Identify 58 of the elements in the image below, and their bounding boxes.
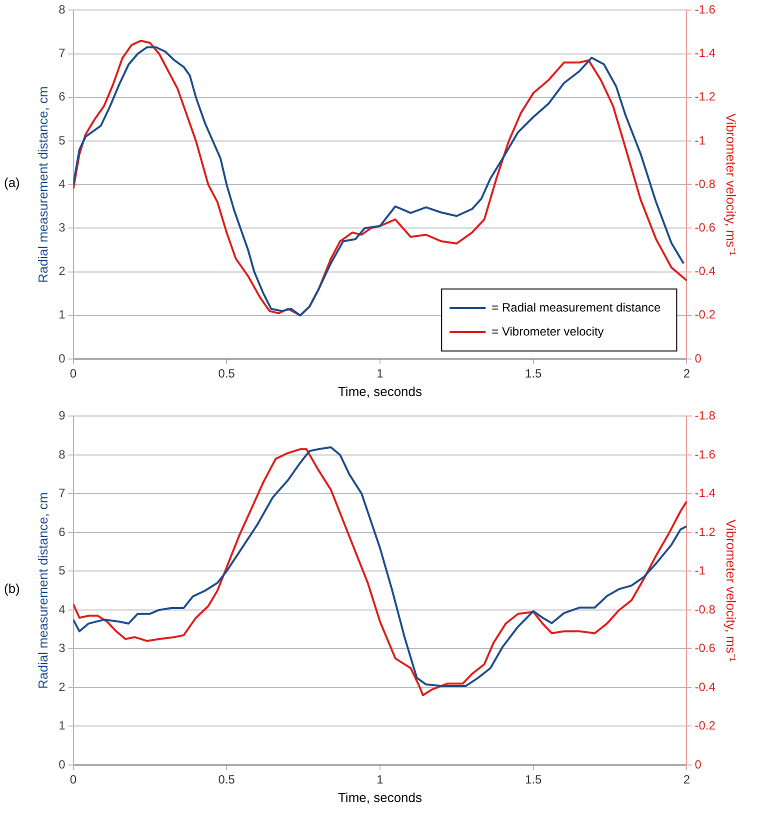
y2-tick-label: -1 — [694, 133, 706, 148]
y2-tick-label: -1.4 — [694, 46, 716, 60]
y-tick-label: 4 — [58, 602, 66, 616]
y-tick-label: 6 — [58, 524, 66, 539]
y2-tick-label: -1.2 — [694, 524, 716, 539]
y-tick-label: 5 — [58, 564, 66, 578]
y2-tick-label: -0.8 — [694, 176, 716, 191]
y-tick-label: 9 — [58, 408, 66, 423]
x-tick-label: 1.5 — [525, 366, 542, 381]
x-tick-label: 0 — [70, 366, 77, 381]
y2-tick-label: -1.6 — [694, 447, 716, 462]
x-tick-label: 1 — [376, 772, 384, 787]
y-tick-label: 7 — [58, 46, 66, 60]
y-tick-label: 3 — [58, 220, 66, 235]
y-tick-label: 0 — [58, 351, 66, 366]
y2-tick-label: 0 — [694, 351, 702, 366]
y2-tick-label: 0 — [694, 757, 702, 772]
y2-tick-label: -0.8 — [694, 602, 716, 616]
x-tick-label: 1 — [376, 366, 384, 381]
y-tick-label: 0 — [58, 757, 66, 772]
legend-label: = Radial measurement distance — [492, 300, 662, 314]
y2-tick-label: -0.2 — [694, 308, 716, 322]
y-tick-label: 4 — [58, 176, 66, 191]
y2-tick-label: -0.4 — [694, 680, 716, 694]
y2-tick-label: -0.6 — [694, 220, 716, 235]
y-tick-label: 2 — [58, 264, 66, 278]
y2-tick-label: -0.6 — [694, 641, 716, 656]
y2-tick-label: -0.2 — [694, 718, 716, 733]
text: (b) — [4, 581, 20, 596]
y-axis-title: Radial measurement distance, cm — [35, 492, 50, 689]
y-axis-title: Radial measurement distance, cm — [35, 86, 50, 283]
x-tick-label: 0 — [70, 772, 77, 787]
y2-tick-label: -0.4 — [694, 264, 716, 278]
x-tick-label: 0.5 — [218, 366, 236, 381]
y-tick-label: 1 — [58, 718, 66, 733]
y-tick-label: 6 — [58, 90, 66, 104]
y-tick-label: 1 — [58, 308, 66, 322]
y-tick-label: 7 — [58, 486, 66, 500]
y-tick-label: 3 — [58, 641, 66, 656]
y2-axis-title: Vibrometer velocity, ms⁻¹ — [724, 519, 739, 662]
y2-tick-label: -1.2 — [694, 90, 716, 104]
y-tick-label: 5 — [58, 133, 66, 148]
y2-tick-label: -1.6 — [694, 2, 716, 17]
x-tick-label: 1.5 — [525, 772, 542, 787]
x-tick-label: 2 — [683, 772, 690, 787]
text: (a) — [4, 175, 20, 190]
y-tick-label: 8 — [58, 447, 66, 462]
y-tick-label: 8 — [58, 2, 66, 17]
y-tick-label: 2 — [58, 680, 66, 694]
y2-tick-label: -1 — [694, 564, 706, 578]
y2-tick-label: -1.4 — [694, 486, 716, 500]
y2-axis-title: Vibrometer velocity, ms⁻¹ — [724, 113, 739, 256]
x-axis-title: Time, seconds — [338, 790, 423, 805]
x-tick-label: 2 — [683, 366, 690, 381]
y2-tick-label: -1.8 — [694, 408, 716, 423]
x-tick-label: 0.5 — [218, 772, 236, 787]
x-axis-title: Time, seconds — [338, 384, 423, 399]
legend-label: = Vibrometer velocity — [492, 324, 604, 338]
